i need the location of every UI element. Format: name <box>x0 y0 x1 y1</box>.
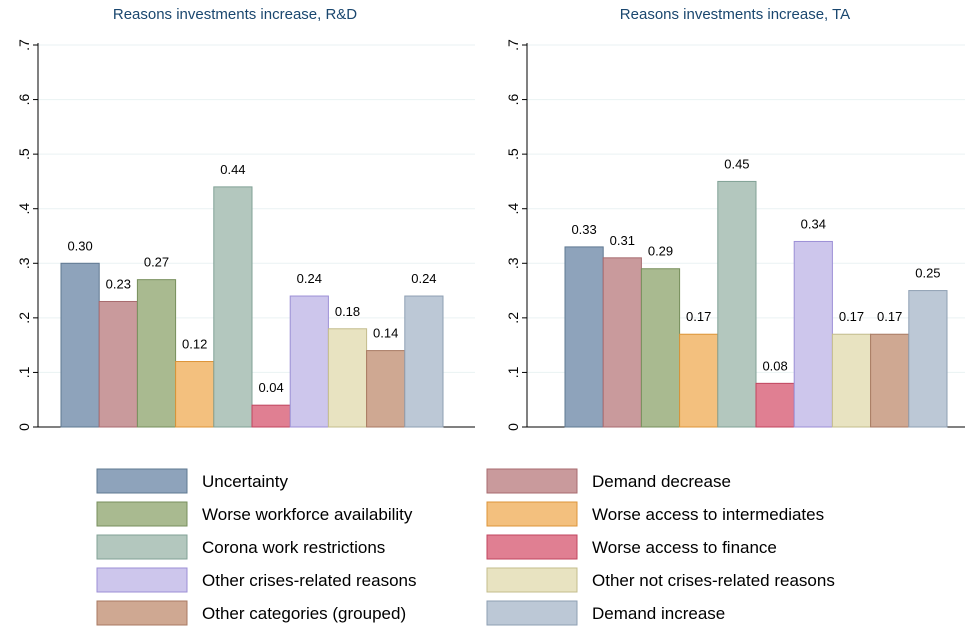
legend-label: Demand increase <box>592 604 725 623</box>
bar <box>327 328 368 428</box>
y-tick-label: .3 <box>16 257 32 269</box>
bar <box>640 268 681 428</box>
bar <box>98 300 138 428</box>
chart-panel-ta: Reasons investments increase, TA 0 .1 .2 .3.… <box>505 6 965 431</box>
legend-label: Corona work restrictions <box>202 538 385 557</box>
data-label: 0.24 <box>411 271 436 286</box>
bar <box>60 262 100 428</box>
data-label: 0.44 <box>220 162 245 177</box>
legend-label: Demand decrease <box>592 472 731 491</box>
y-tick-label: 0 <box>505 423 521 431</box>
bar <box>366 350 406 428</box>
data-label: 0.30 <box>67 238 92 253</box>
legend-swatch <box>96 468 188 494</box>
legend-label: Other not crises-related reasons <box>592 571 835 590</box>
y-tick-label: .4 <box>16 203 32 215</box>
data-label: 0.12 <box>182 337 207 352</box>
legend-label: Uncertainty <box>202 472 288 491</box>
legend-swatch <box>486 534 578 560</box>
legend-swatch <box>486 600 578 626</box>
legend-label: Other crises-related reasons <box>202 571 416 590</box>
data-label: 0.23 <box>106 276 131 291</box>
legend-label: Worse workforce availability <box>202 505 413 524</box>
y-tick-label: .1 <box>505 366 521 378</box>
y-tick-label: .5 <box>505 148 521 160</box>
legend-label: Other categories (grouped) <box>202 604 406 623</box>
data-label: 0.17 <box>839 309 864 324</box>
bar <box>213 186 253 428</box>
bar <box>564 246 604 428</box>
data-label: 0.25 <box>915 266 940 281</box>
y-tick-label: .3 <box>505 257 521 269</box>
bar <box>289 295 329 428</box>
legend: Uncertainty Demand decrease Worse workforc… <box>96 468 835 626</box>
data-label: 0.17 <box>877 309 902 324</box>
y-tick-label: .1 <box>16 366 32 378</box>
legend-swatch <box>96 534 188 560</box>
y-tick-label: .7 <box>505 39 521 51</box>
chart-panel-rd: Reasons investments increase, R&D 0 .1 .2 .3… <box>16 6 475 431</box>
data-label: 0.33 <box>571 222 596 237</box>
data-label: 0.31 <box>610 233 635 248</box>
data-label: 0.18 <box>335 304 360 319</box>
y-tick-label: .6 <box>505 94 521 106</box>
data-label: 0.04 <box>258 380 283 395</box>
y-tick-label: .7 <box>16 39 32 51</box>
bar <box>870 333 910 428</box>
y-tick-label: .2 <box>505 312 521 324</box>
legend-swatch <box>486 501 578 527</box>
y-tick-label: .6 <box>16 94 32 106</box>
bar <box>679 333 719 428</box>
chart-title: Reasons investments increase, R&D <box>113 6 357 23</box>
chart-title: Reasons investments increase, TA <box>620 6 850 23</box>
data-label: 0.27 <box>144 255 169 270</box>
bar <box>404 295 444 428</box>
bar <box>175 361 215 428</box>
bar <box>251 404 291 428</box>
legend-swatch <box>96 567 188 593</box>
legend-swatch <box>96 501 188 527</box>
data-label: 0.34 <box>801 216 826 231</box>
y-tick-label: 0 <box>16 423 32 431</box>
bar <box>755 382 795 428</box>
bar <box>908 290 948 428</box>
legend-swatch <box>486 468 578 494</box>
data-label: 0.29 <box>648 244 673 259</box>
data-label: 0.24 <box>297 271 322 286</box>
data-label: 0.17 <box>686 309 711 324</box>
y-tick-label: .5 <box>16 148 32 160</box>
legend-swatch <box>96 600 188 626</box>
bar <box>831 333 872 428</box>
legend-label: Worse access to intermediates <box>592 505 824 524</box>
bar <box>717 180 757 428</box>
legend-label: Worse access to finance <box>592 538 777 557</box>
data-label: 0.45 <box>724 156 749 171</box>
bar <box>602 257 642 428</box>
data-label: 0.14 <box>373 326 398 341</box>
bar <box>136 279 177 428</box>
y-tick-label: .4 <box>505 203 521 215</box>
data-label: 0.08 <box>762 358 787 373</box>
legend-swatch <box>486 567 578 593</box>
bar <box>793 240 833 428</box>
y-tick-label: .2 <box>16 312 32 324</box>
